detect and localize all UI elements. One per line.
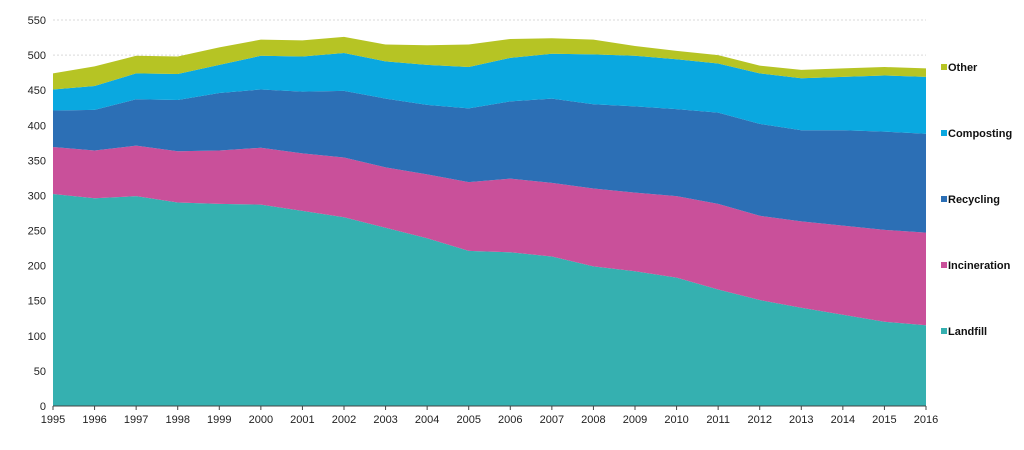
y-tick-label: 50 xyxy=(34,366,46,378)
x-tick-label: 2016 xyxy=(914,414,938,426)
legend-label: Other xyxy=(948,62,978,74)
legend-label: Recycling xyxy=(948,194,1000,206)
area-landfill xyxy=(53,194,926,406)
y-tick-label: 450 xyxy=(28,85,46,97)
axis-layer: 0 50 100 150 200 250 300 350 400 450 500 550 1995 199… xyxy=(28,15,939,426)
y-tick-label: 0 xyxy=(40,401,46,413)
legend-label: Landfill xyxy=(948,326,987,338)
x-tick-label: 2012 xyxy=(747,414,771,426)
area-other xyxy=(53,36,926,90)
x-tick-label: 2007 xyxy=(540,414,564,426)
y-tick-label: 150 xyxy=(28,296,46,308)
legend-item-incineration: Incineration xyxy=(941,260,1011,272)
y-tick-label: 200 xyxy=(28,261,46,273)
legend-item-other: Other xyxy=(941,62,978,74)
x-tick-label: 2015 xyxy=(872,414,896,426)
x-tick-label: 2006 xyxy=(498,414,522,426)
legend-label: Composting xyxy=(948,128,1012,140)
legend-item-landfill: Landfill xyxy=(941,326,987,338)
x-tick-label: 1999 xyxy=(207,414,231,426)
legend: Other Composting Recycling Incineration Land… xyxy=(941,62,1012,338)
x-tick-label: 2003 xyxy=(373,414,397,426)
x-tick-label: 2014 xyxy=(831,414,855,426)
area-layer xyxy=(53,36,926,406)
y-tick-label: 550 xyxy=(28,15,46,27)
y-tick-label: 100 xyxy=(28,331,46,343)
x-tick-label: 2002 xyxy=(332,414,356,426)
y-tick-label: 250 xyxy=(28,226,46,238)
x-tick-label: 1998 xyxy=(165,414,189,426)
x-tick-label: 2001 xyxy=(290,414,314,426)
y-tick-label: 500 xyxy=(28,50,46,62)
x-tick-label: 2000 xyxy=(249,414,273,426)
legend-swatch xyxy=(941,328,947,334)
area-incineration xyxy=(53,145,926,326)
x-tick-label: 2013 xyxy=(789,414,813,426)
area-recycling xyxy=(53,89,926,233)
x-tick-label: 2011 xyxy=(706,414,730,426)
x-tick-label: 2005 xyxy=(456,414,480,426)
x-tick-label: 2008 xyxy=(581,414,605,426)
legend-item-composting: Composting xyxy=(941,128,1012,140)
legend-swatch xyxy=(941,130,947,136)
x-tick-label: 2010 xyxy=(664,414,688,426)
x-tick-label: 1996 xyxy=(82,414,106,426)
x-tick-label: 1997 xyxy=(124,414,148,426)
legend-swatch xyxy=(941,196,947,202)
y-tick-label: 400 xyxy=(28,120,46,132)
y-tick-label: 300 xyxy=(28,190,46,202)
x-tick-label: 1995 xyxy=(41,414,65,426)
legend-label: Incineration xyxy=(948,260,1011,272)
legend-swatch xyxy=(941,64,947,70)
area-composting xyxy=(53,52,926,134)
x-tick-label: 2009 xyxy=(623,414,647,426)
legend-item-recycling: Recycling xyxy=(941,194,1000,206)
x-tick-label: 2004 xyxy=(415,414,439,426)
y-tick-label: 350 xyxy=(28,155,46,167)
legend-swatch xyxy=(941,262,947,268)
